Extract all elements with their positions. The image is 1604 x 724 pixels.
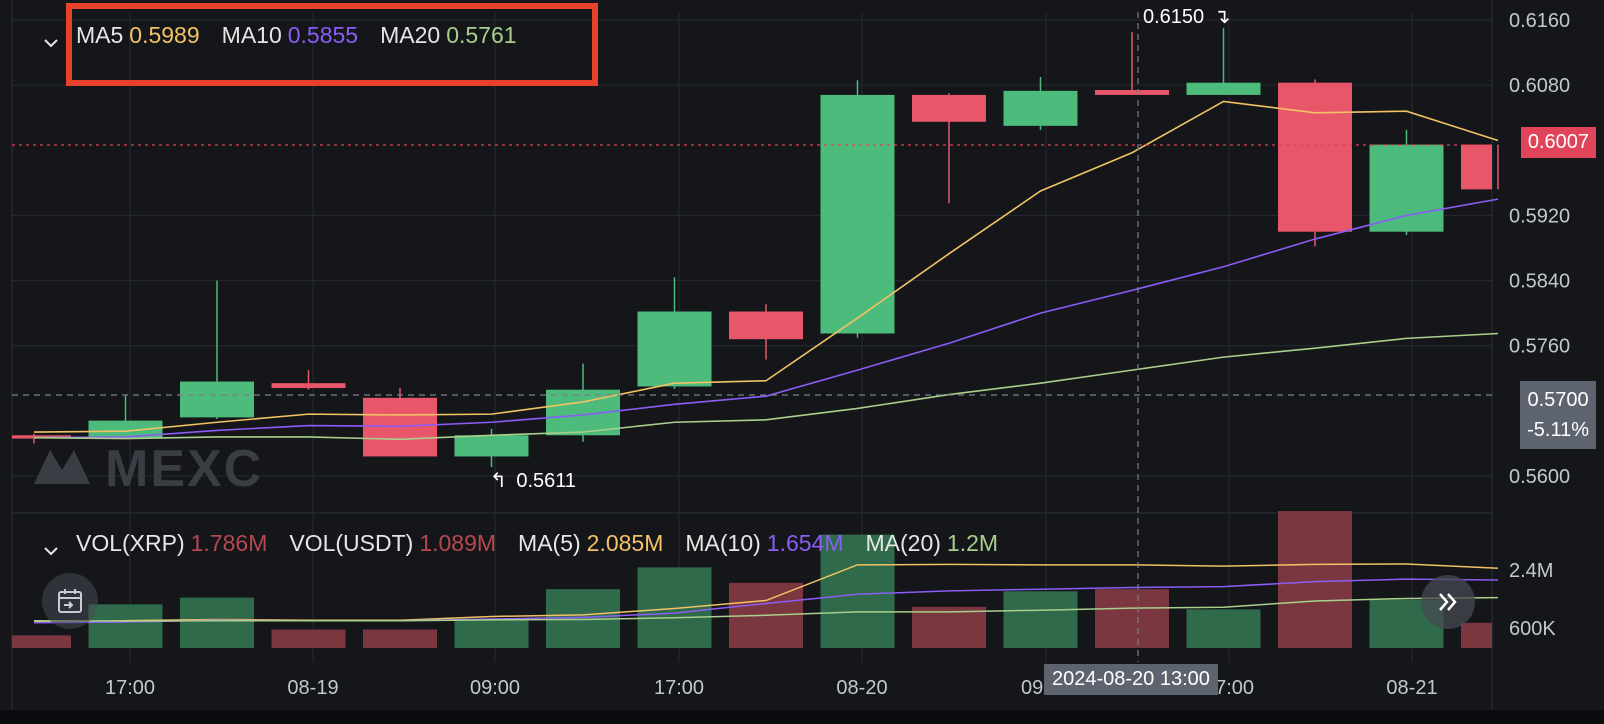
ma20-value: 0.5761 xyxy=(446,22,517,48)
watermark: MEXC xyxy=(105,440,263,498)
volume-ma-line xyxy=(33,596,1499,622)
price-axis-label: 0.5920 xyxy=(1509,205,1570,227)
ma10-line xyxy=(33,198,1499,439)
vol-ma5-label: MA(5) xyxy=(518,530,581,556)
candle-body xyxy=(454,435,529,457)
vol-ma20-value: 1.2M xyxy=(946,530,999,556)
last-price-tag: 0.6007 xyxy=(1520,127,1596,158)
calendar-icon xyxy=(58,589,82,613)
volume-axis-label: 2.4M xyxy=(1509,560,1553,582)
time-axis-label: 08-21 xyxy=(1386,677,1437,699)
vol-ma10-value: 1.654M xyxy=(766,530,844,556)
arrow-down-icon: ↴ xyxy=(1213,6,1231,28)
candle-body xyxy=(180,381,254,418)
candle-body xyxy=(1278,82,1352,232)
vol-ma10-label: MA(10) xyxy=(685,530,761,556)
min-price-annotation: ↰ 0.5611 xyxy=(490,468,576,493)
ma20-label: MA20 xyxy=(380,22,441,48)
chevron-down-icon[interactable] xyxy=(44,29,58,47)
candle-body xyxy=(1186,82,1261,95)
min-price-value: 0.5611 xyxy=(516,470,577,492)
crosshair-change: -5.11% xyxy=(1527,419,1589,441)
volume-bar xyxy=(454,620,529,648)
highlight-box xyxy=(66,3,598,86)
bottom-bar xyxy=(0,710,1604,724)
vol-ma20-label: MA(20) xyxy=(865,530,941,556)
volume-bar xyxy=(12,635,71,648)
candle-body xyxy=(88,420,163,439)
scroll-to-latest-button[interactable] xyxy=(1421,575,1475,629)
vol-ma5-value: 2.085M xyxy=(586,530,664,556)
ma5-value: 0.5989 xyxy=(129,22,200,48)
volume-bar xyxy=(363,629,437,648)
price-axis-label: 0.5840 xyxy=(1509,271,1570,293)
candle-body xyxy=(1369,144,1444,232)
volume-axis-label: 600K xyxy=(1509,618,1556,640)
candle-body xyxy=(637,311,712,387)
volume-ma-lines xyxy=(33,563,1499,624)
crosshair-time-tag: 2024-08-20 13:00 xyxy=(1044,664,1218,695)
ma-lines xyxy=(33,100,1499,441)
price-axis-label: 0.6080 xyxy=(1509,75,1570,97)
volume-bar xyxy=(1186,609,1261,648)
candle-body xyxy=(271,383,346,389)
vol-xrp-value: 1.786M xyxy=(190,530,268,556)
arrow-up-icon: ↰ xyxy=(490,470,507,492)
crosshair-price: 0.5700 xyxy=(1527,389,1589,411)
max-price-value: 0.6150 xyxy=(1143,6,1205,28)
ma5-label: MA5 xyxy=(76,22,124,48)
calendar-button[interactable] xyxy=(42,573,98,629)
time-axis-label: 17:00 xyxy=(654,677,704,699)
candle-body xyxy=(912,94,986,122)
candle-body xyxy=(1003,90,1078,126)
ma20-line xyxy=(33,332,1499,441)
candle-body xyxy=(729,311,803,340)
double-chevron-right-icon xyxy=(1439,593,1457,611)
ma10-label: MA10 xyxy=(221,22,282,48)
volume-bar xyxy=(820,534,895,648)
vol-usdt-label: VOL(USDT) xyxy=(289,530,414,556)
volume-bar xyxy=(180,597,254,648)
ma-legend: MA5 0.5989 MA10 0.5855 MA20 0.5761 xyxy=(44,22,539,49)
candles xyxy=(12,28,1499,468)
volume-bar xyxy=(1461,622,1492,648)
volume-bar xyxy=(1095,589,1169,648)
volume-bar xyxy=(1278,511,1352,648)
volume-bar xyxy=(271,629,346,648)
volume-bar xyxy=(637,567,712,648)
time-axis-label: 08-20 xyxy=(836,677,887,699)
time-axis-label: 17:00 xyxy=(105,677,155,699)
volume-bar xyxy=(1003,591,1078,648)
price-axis-label: 0.5760 xyxy=(1509,336,1570,358)
time-axis-label: 09:00 xyxy=(470,677,520,699)
volume-bar xyxy=(912,606,986,648)
chevron-down-icon[interactable] xyxy=(44,537,58,555)
candle-body xyxy=(1461,144,1492,190)
price-axis-label: 0.5600 xyxy=(1509,466,1570,488)
vol-usdt-value: 1.089M xyxy=(419,530,497,556)
time-axis-label: 08-19 xyxy=(287,677,338,699)
ma10-value: 0.5855 xyxy=(287,22,359,48)
watermark-logo-icon xyxy=(34,450,90,484)
max-price-annotation: 0.6150 ↴ xyxy=(1143,4,1231,29)
crosshair-price-tag: 0.5700 -5.11% xyxy=(1520,381,1596,449)
candle-body xyxy=(363,397,437,457)
ma5-line xyxy=(33,100,1499,433)
candle-body xyxy=(820,94,895,334)
price-axis-label: 0.6160 xyxy=(1509,10,1570,32)
volume-legend: VOL(XRP) 1.786M VOL(USDT) 1.089M MA(5) 2… xyxy=(44,530,1020,557)
volume-bar xyxy=(88,604,163,648)
vol-xrp-label: VOL(XRP) xyxy=(76,530,185,556)
candle-body xyxy=(1095,90,1169,95)
price-axis: 0.6160 0.6080 0.5920 0.5840 0.5760 0.5600 2.4M… xyxy=(1509,10,1570,640)
